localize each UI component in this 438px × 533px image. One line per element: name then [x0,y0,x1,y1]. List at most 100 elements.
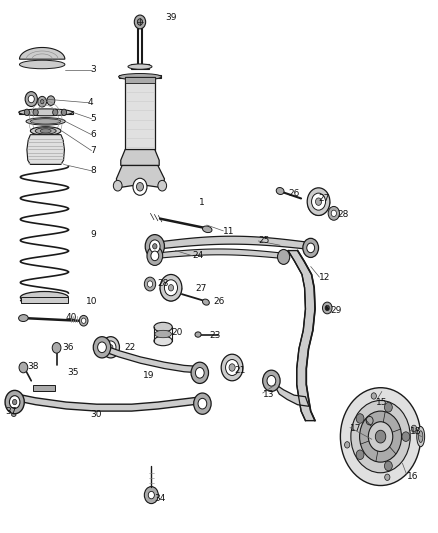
Text: 39: 39 [166,13,177,22]
Polygon shape [19,47,65,59]
Circle shape [191,362,208,383]
Circle shape [340,387,421,486]
Ellipse shape [19,109,73,116]
Text: 27: 27 [195,284,206,293]
Polygon shape [288,251,315,421]
Circle shape [152,244,157,249]
Circle shape [303,238,318,257]
Circle shape [38,96,46,107]
Circle shape [145,277,155,291]
Text: 28: 28 [337,210,348,219]
Text: 26: 26 [289,189,300,198]
Circle shape [385,474,390,480]
Ellipse shape [202,226,212,232]
Ellipse shape [40,129,51,133]
Circle shape [229,364,235,371]
Text: 18: 18 [410,427,422,436]
Ellipse shape [155,330,171,338]
Text: 37: 37 [5,407,17,416]
Circle shape [160,274,182,301]
Circle shape [5,390,24,414]
Text: 17: 17 [350,424,361,433]
Circle shape [385,461,392,471]
Circle shape [356,450,364,459]
Circle shape [53,109,58,116]
Circle shape [33,109,38,116]
Polygon shape [101,344,199,373]
Circle shape [325,305,329,311]
Text: 12: 12 [319,273,331,281]
Ellipse shape [276,188,284,195]
Text: 34: 34 [154,494,166,503]
Text: 1: 1 [199,198,205,207]
Circle shape [133,178,147,195]
Polygon shape [153,236,311,249]
Circle shape [278,249,290,264]
Circle shape [328,206,339,220]
Polygon shape [155,249,284,259]
Circle shape [148,491,154,499]
Ellipse shape [419,431,423,442]
Circle shape [195,368,204,378]
Text: 20: 20 [171,328,182,337]
Text: 21: 21 [234,366,246,375]
Ellipse shape [20,292,68,303]
Circle shape [19,362,28,373]
Circle shape [148,281,152,287]
Polygon shape [117,165,164,188]
Polygon shape [272,378,309,406]
Text: 9: 9 [90,230,96,239]
Circle shape [158,180,166,191]
Circle shape [138,19,143,25]
Circle shape [267,375,276,386]
Circle shape [221,354,243,381]
Text: 15: 15 [376,398,388,407]
Circle shape [307,188,330,215]
Text: 11: 11 [223,228,235,237]
Circle shape [263,370,280,391]
Polygon shape [125,77,155,150]
Ellipse shape [35,128,56,134]
Text: 40: 40 [65,312,77,321]
Circle shape [79,316,88,326]
Polygon shape [14,393,201,411]
Ellipse shape [119,74,161,80]
Ellipse shape [202,299,209,305]
Text: 22: 22 [124,343,135,352]
Circle shape [345,442,350,448]
Circle shape [164,280,177,296]
Circle shape [331,210,336,216]
Circle shape [385,402,392,412]
Polygon shape [33,384,55,391]
Ellipse shape [154,336,172,346]
Ellipse shape [30,119,61,124]
Circle shape [102,337,120,358]
Circle shape [106,341,116,354]
Circle shape [198,398,207,409]
Polygon shape [21,297,68,303]
Circle shape [93,337,111,358]
Circle shape [24,109,29,116]
Circle shape [322,302,332,314]
Circle shape [12,399,17,405]
Ellipse shape [417,426,425,447]
Text: 3: 3 [90,66,96,74]
Ellipse shape [195,332,201,337]
Text: 27: 27 [318,194,330,203]
Polygon shape [121,150,159,165]
Circle shape [360,411,402,462]
Circle shape [145,235,164,258]
Ellipse shape [20,298,68,303]
Text: 8: 8 [90,166,96,175]
Circle shape [81,318,86,324]
Circle shape [375,430,386,443]
Text: 10: 10 [86,296,97,305]
Circle shape [356,414,364,423]
Ellipse shape [12,413,16,416]
Polygon shape [19,111,73,115]
Circle shape [147,246,162,265]
Circle shape [315,198,321,205]
Circle shape [61,109,67,116]
Circle shape [98,342,106,353]
Circle shape [226,360,239,375]
